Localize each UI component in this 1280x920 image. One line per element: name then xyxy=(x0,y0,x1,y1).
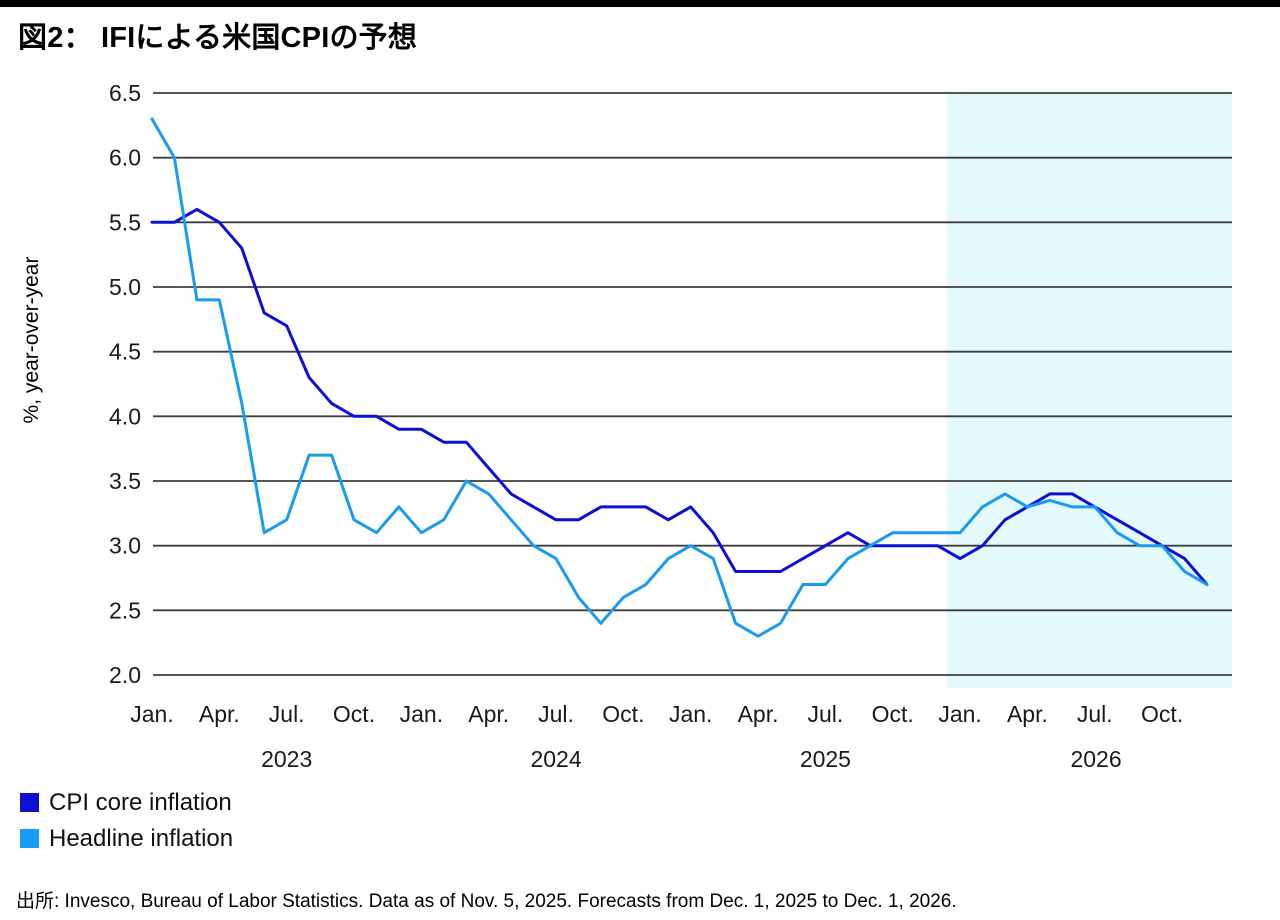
axis-label-layer: 6.5 6.0 5.5 5.0 4.5 4.0 3.5 3.0 2.5 2.0 %, year-ov… xyxy=(20,80,1183,772)
forecast-shade-layer xyxy=(947,94,1232,688)
x-tick-label: Jul. xyxy=(269,701,305,727)
y-tick-label: 2.5 xyxy=(109,597,141,623)
y-tick-label: 4.5 xyxy=(109,339,141,365)
x-tick-label: Jul. xyxy=(538,701,574,727)
x-tick-label: Jan. xyxy=(400,701,443,727)
y-tick-label: 4.0 xyxy=(109,403,141,429)
y-tick-label: 5.0 xyxy=(109,274,141,300)
x-tick-label: Jul. xyxy=(1077,701,1113,727)
x-tick-label: Jul. xyxy=(808,701,844,727)
data-line-layer xyxy=(150,117,1209,638)
headline-inflation-swatch xyxy=(20,829,39,848)
year-label: 2025 xyxy=(800,746,851,772)
x-tick-label: Oct. xyxy=(333,701,375,727)
core-inflation-swatch xyxy=(20,793,39,812)
legend-label-headline: Headline inflation xyxy=(49,824,234,852)
y-axis-title: %, year-over-year xyxy=(20,257,43,424)
y-tick-label: 3.0 xyxy=(109,533,141,559)
year-label: 2026 xyxy=(1070,746,1121,772)
top-accent-bar xyxy=(0,0,1280,7)
x-tick-label: Apr. xyxy=(468,701,509,727)
legend-item-headline: Headline inflation xyxy=(20,825,520,852)
forecast-region-shade xyxy=(947,94,1232,688)
y-tick-label: 2.0 xyxy=(109,662,141,688)
year-label: 2024 xyxy=(530,746,581,772)
source-note: 出所: Invesco, Bureau of Labor Statistics.… xyxy=(16,891,957,912)
x-tick-label: Oct. xyxy=(1141,701,1183,727)
headline-inflation-line xyxy=(150,117,1209,638)
x-tick-label: Jan. xyxy=(130,701,173,727)
y-tick-label: 6.5 xyxy=(109,80,141,106)
x-tick-label: Apr. xyxy=(1007,701,1048,727)
x-tick-label: Apr. xyxy=(199,701,240,727)
x-tick-label: Apr. xyxy=(738,701,779,727)
legend-item-core: CPI core inflation xyxy=(20,789,520,816)
figure-title: 図2： IFIによる米国CPIの予想 xyxy=(18,22,418,54)
x-tick-label: Jan. xyxy=(938,701,981,727)
x-tick-label: Oct. xyxy=(602,701,644,727)
gridline-layer xyxy=(153,92,1232,676)
y-tick-label: 3.5 xyxy=(109,468,141,494)
year-label: 2023 xyxy=(261,746,312,772)
y-tick-label: 5.5 xyxy=(109,209,141,235)
cpi-forecast-chart: 6.5 6.0 5.5 5.0 4.5 4.0 3.5 3.0 2.5 2.0 %, year-ov… xyxy=(20,80,1232,772)
x-tick-label: Jan. xyxy=(669,701,712,727)
legend-label-core: CPI core inflation xyxy=(49,788,232,816)
y-tick-label: 6.0 xyxy=(109,145,141,171)
x-tick-label: Oct. xyxy=(872,701,914,727)
chart-legend: CPI core inflation Headline inflation xyxy=(20,789,520,861)
